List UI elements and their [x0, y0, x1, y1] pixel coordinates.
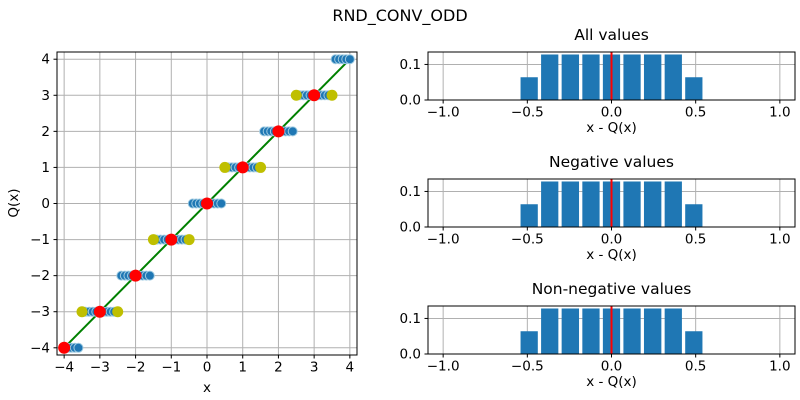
x-tick-label: 0.5 — [685, 232, 706, 248]
level-center-point — [236, 161, 249, 174]
x-tick-label: 0.0 — [601, 359, 622, 375]
x-tick-label: 1.0 — [769, 359, 790, 375]
x-tick-label: 0.5 — [685, 105, 706, 121]
x-tick-label: 0.5 — [685, 359, 706, 375]
histogram-bar — [541, 308, 559, 354]
y-tick-label: 0.1 — [400, 184, 421, 200]
figure-title: RND_CONV_ODD — [332, 6, 468, 25]
histogram-bar — [664, 54, 682, 100]
histogram-bar — [541, 181, 559, 227]
x-tick-label: −1.0 — [427, 359, 460, 375]
histogram-bar — [685, 204, 703, 227]
level-center-point — [165, 233, 178, 246]
hist-nonnegative-title: Non-negative values — [531, 280, 692, 298]
histogram-bar — [561, 308, 580, 354]
x-tick-label: −3 — [90, 360, 110, 376]
y-tick-label: −1 — [30, 232, 50, 248]
hist-all-xlabel: x - Q(x) — [586, 120, 637, 136]
histogram-bar — [582, 308, 600, 354]
level-center-point — [129, 269, 142, 282]
y-tick-label: −3 — [30, 304, 50, 320]
histogram-bar — [520, 331, 538, 354]
histogram-bar — [685, 77, 703, 100]
tie-to-odd-point — [290, 89, 302, 101]
histogram-bar — [664, 308, 682, 354]
y-tick-label: 0.1 — [400, 311, 421, 327]
histogram-bar — [582, 181, 600, 227]
tie-to-odd-point — [255, 161, 267, 173]
hist-all-title: All values — [574, 26, 649, 44]
level-center-point — [201, 197, 213, 210]
level-center-point — [93, 305, 106, 318]
x-tick-label: 0.0 — [601, 232, 622, 248]
y-tick-label: 1 — [41, 160, 50, 176]
x-tick-label: −1.0 — [427, 232, 460, 248]
y-tick-label: 0.0 — [400, 93, 421, 109]
histogram-bar — [623, 54, 641, 100]
quantization-xlabel: x — [203, 380, 211, 396]
x-tick-label: 0.0 — [601, 105, 622, 121]
x-tick-label: 4 — [346, 360, 355, 376]
quantization-ylabel: Q(x) — [6, 188, 22, 218]
x-tick-label: −4 — [54, 360, 74, 376]
tie-to-odd-point — [147, 234, 159, 246]
sample-dot — [73, 342, 84, 353]
x-tick-label: 1.0 — [769, 232, 790, 248]
x-tick-label: −0.5 — [511, 359, 544, 375]
level-center-point — [308, 89, 321, 102]
level-center-point — [272, 125, 285, 138]
x-tick-label: −1 — [161, 360, 181, 376]
histogram-bar — [664, 181, 682, 227]
level-center-point — [58, 341, 71, 354]
hist-negative-title: Negative values — [549, 153, 674, 171]
sample-dot — [344, 54, 355, 65]
x-tick-label: 3 — [310, 360, 319, 376]
tie-to-odd-point — [76, 306, 88, 318]
histogram-bar — [643, 308, 662, 354]
x-tick-label: −1.0 — [427, 105, 460, 121]
histogram-bar — [623, 181, 641, 227]
tie-to-odd-point — [326, 89, 338, 101]
x-tick-label: 1.0 — [769, 105, 790, 121]
histogram-bar — [561, 181, 580, 227]
histogram-bar — [582, 54, 600, 100]
hist-nonnegative-xlabel: x - Q(x) — [586, 374, 637, 390]
y-tick-label: 3 — [41, 88, 50, 104]
x-tick-label: −0.5 — [511, 105, 544, 121]
hist-negative-xlabel: x - Q(x) — [586, 247, 637, 263]
y-tick-label: −2 — [30, 268, 50, 284]
y-tick-label: −4 — [30, 340, 50, 356]
histogram-bar — [643, 181, 662, 227]
y-tick-label: 0 — [41, 196, 50, 212]
x-tick-label: −2 — [126, 360, 146, 376]
sample-dot — [287, 126, 298, 137]
tie-to-odd-point — [183, 234, 195, 246]
sample-dot — [216, 198, 227, 209]
x-tick-label: −0.5 — [511, 232, 544, 248]
y-tick-label: 4 — [41, 52, 50, 68]
x-tick-label: 0 — [203, 360, 212, 376]
histogram-bar — [520, 204, 538, 227]
histogram-bar — [623, 308, 641, 354]
histogram-bar — [520, 77, 538, 100]
x-tick-label: 1 — [238, 360, 247, 376]
y-tick-label: 0.0 — [400, 220, 421, 236]
sample-dot — [144, 270, 155, 281]
histogram-bar — [643, 54, 662, 100]
x-tick-label: 2 — [274, 360, 283, 376]
histogram-bar — [561, 54, 580, 100]
y-tick-label: 2 — [41, 124, 50, 140]
histogram-bar — [685, 331, 703, 354]
y-tick-label: 0.1 — [400, 57, 421, 73]
histogram-bar — [541, 54, 559, 100]
y-tick-label: 0.0 — [400, 347, 421, 363]
tie-to-odd-point — [219, 161, 231, 173]
tie-to-odd-point — [112, 306, 124, 318]
